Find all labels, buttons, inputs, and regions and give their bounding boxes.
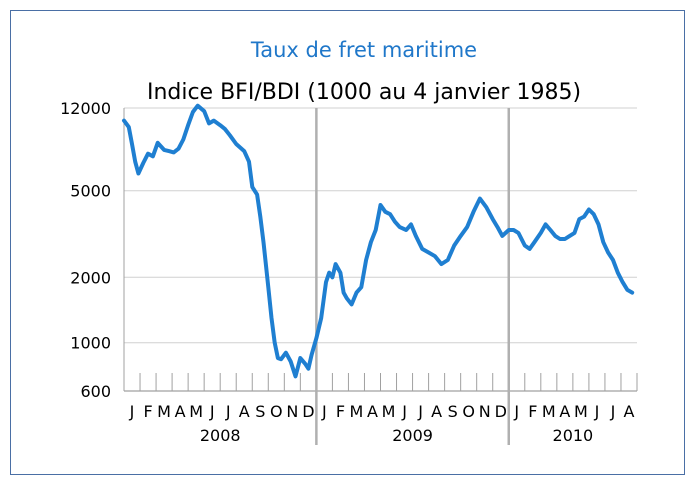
month-label-30: J [610,402,616,421]
y-tick-label-3: 1000 [70,334,111,353]
chart-svg: Taux de fret maritime Indice BFI/BDI (10… [60,38,638,445]
month-label-19: A [431,402,442,421]
month-label-6: J [225,402,231,421]
month-label-16: M [382,402,396,421]
month-label-29: J [594,402,600,421]
month-label-3: A [175,402,186,421]
chart-title: Taux de fret maritime [250,38,477,62]
series-group [122,103,635,379]
month-label-7: A [239,402,250,421]
month-label-8: S [255,402,265,421]
year-label-2008: 2008 [200,426,241,445]
month-label-13: F [336,402,345,421]
month-label-0: J [129,402,135,421]
chart-subtitle: Indice BFI/BDI (1000 au 4 janvier 1985) [147,80,581,105]
month-label-4: M [189,402,203,421]
month-label-27: A [559,402,570,421]
y-tick-label-4: 600 [80,382,111,401]
month-label-31: A [624,402,635,421]
month-label-24: J [513,402,519,421]
month-label-15: A [367,402,378,421]
month-label-18: J [417,402,423,421]
month-label-9: O [270,402,283,421]
year-label-2009: 2009 [392,426,433,445]
month-label-26: M [542,402,556,421]
gridlines [124,107,637,392]
month-label-14: M [350,402,364,421]
month-label-23: D [495,402,507,421]
y-tick-label-2: 2000 [70,268,111,287]
month-label-17: J [401,402,407,421]
month-label-11: D [302,402,314,421]
y-tick-label-0: 12000 [60,99,111,118]
y-tick-label-1: 5000 [70,182,111,201]
month-label-20: S [448,402,458,421]
month-label-2: M [157,402,171,421]
year-label-2010: 2010 [553,426,594,445]
month-label-5: J [209,402,215,421]
month-label-12: J [321,402,327,421]
month-label-10: N [286,402,298,421]
series-line-0 [122,103,635,379]
month-label-1: F [143,402,152,421]
month-label-22: N [479,402,491,421]
chart-frame: Taux de fret maritime Indice BFI/BDI (10… [10,10,685,475]
month-label-21: O [462,402,475,421]
month-label-28: M [574,402,588,421]
y-axis-ticks: 12000 5000 2000 1000 600 [60,99,111,401]
month-label-25: F [528,402,537,421]
